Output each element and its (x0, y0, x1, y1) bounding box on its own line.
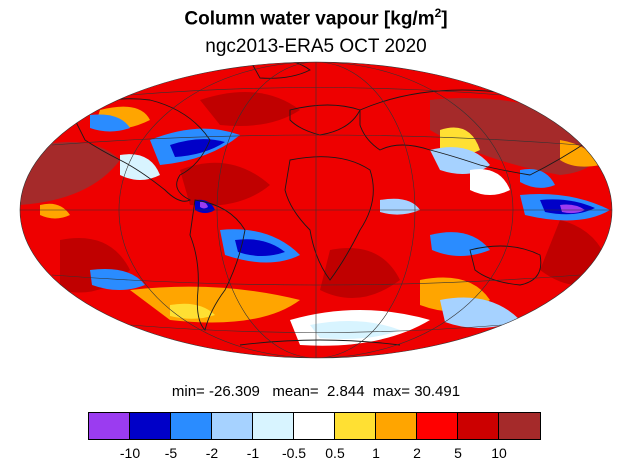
colorbar-tick-label: 2 (413, 445, 421, 461)
colorbar-tick-label: 10 (491, 445, 507, 461)
colorbar-swatch (130, 413, 171, 439)
plot-title: Column water vapour [kg/m2] (184, 6, 448, 30)
graticule (19, 61, 613, 359)
colorbar-tick-label: 0.5 (325, 445, 345, 461)
colorbar-tick-label: -0.5 (281, 445, 307, 461)
colorbar-tick-label: -5 (164, 445, 178, 461)
colorbar-swatch (376, 413, 417, 439)
colorbar-swatch (417, 413, 458, 439)
colorbar-tick-label: -10 (119, 445, 141, 461)
colorbar-swatch (335, 413, 376, 439)
colorbar-tick-label: -1 (246, 445, 260, 461)
stats-line: min= -26.309 mean= 2.844 max= 30.491 (171, 383, 461, 400)
colorbar-swatch (499, 413, 540, 439)
colorbar-tick-label: 5 (454, 445, 462, 461)
colorbar-swatch (171, 413, 212, 439)
colorbar-tick-label: -2 (205, 445, 219, 461)
colorbar-swatch (212, 413, 253, 439)
colorbar-swatch (89, 413, 130, 439)
plot-subtitle: ngc2013-ERA5 OCT 2020 (205, 36, 427, 57)
colorbar-tick-label: 1 (372, 445, 380, 461)
colorbar-swatch (294, 413, 335, 439)
colorbar-ticks: -10 -5 -2 -1 -0.5 0.5 1 2 5 10 (0, 445, 632, 465)
colorbar-swatch (458, 413, 499, 439)
colorbar (88, 412, 541, 440)
colorbar-swatch (253, 413, 294, 439)
